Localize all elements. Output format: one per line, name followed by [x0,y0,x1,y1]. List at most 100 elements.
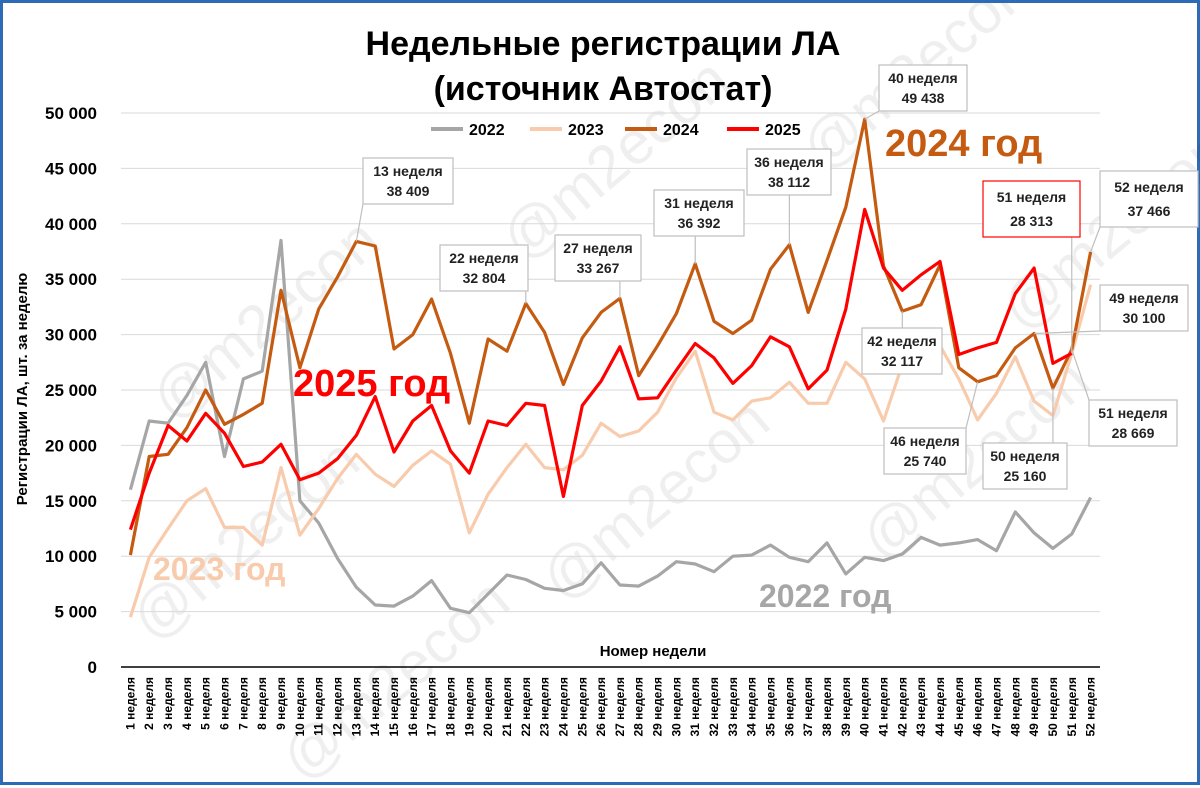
callouts: 13 неделя 38 409 22 неделя 32 804 27 неделя 3… [355,64,1199,490]
chart-title-line1: Недельные регистрации ЛА [366,25,841,63]
callout-text: 49 неделя [1109,290,1178,306]
x-tick-label: 13 неделя [349,677,363,737]
callout-box [439,244,529,292]
legend-label: 2023 [568,122,604,139]
x-tick-label: 30 неделя [669,677,683,737]
x-tick-label: 5 неделя [199,677,213,730]
callout-text: 32 117 [881,353,923,369]
callout-text: 46 неделя [890,433,959,449]
x-tick-label: 37 неделя [801,677,815,737]
callout-box [653,189,745,237]
big-label-2022: 2022 год [759,578,891,614]
callout-leader [864,110,880,120]
callout-text: 25 740 [904,453,947,469]
x-tick-label: 14 неделя [368,677,382,737]
x-tick-label: 3 неделя [161,677,175,730]
legend-item-2024: 2024 [625,122,699,139]
callout: 50 неделя 25 160 [982,388,1068,490]
callout-text: 40 неделя [888,70,957,86]
x-tick-label: 12 неделя [331,677,345,737]
y-tick-label: 45 000 [45,159,97,178]
callout-box [362,157,454,205]
x-tick-label: 16 неделя [406,677,420,737]
x-tick-label: 40 неделя [858,677,872,737]
x-tick-label: 15 неделя [387,677,401,737]
callout-text: 52 неделя [1114,179,1183,195]
x-tick-label: 24 неделя [556,677,570,737]
legend-item-2022: 2022 [431,122,505,139]
callout-text: 38 112 [768,174,810,190]
x-axis-label: Номер недели [600,643,707,660]
callout-box [746,148,832,196]
callout: 42 неделя 32 117 [861,311,943,375]
x-tick-label: 10 неделя [293,677,307,737]
x-tick-label: 52 неделя [1084,677,1098,737]
y-tick-label: 0 [88,658,97,677]
callout: 46 неделя 25 740 [883,381,979,475]
y-tick-label: 50 000 [45,104,97,123]
x-tick-label: 35 неделя [764,677,778,737]
callout-text: 49 438 [902,90,945,106]
x-tick-label: 20 неделя [481,677,495,737]
x-tick-label: 28 неделя [632,677,646,737]
callout-text: 22 неделя [449,250,518,266]
x-tick-label: 2 неделя [142,677,156,730]
series-line-2022 [128,238,1093,615]
y-tick-label: 40 000 [45,215,97,234]
x-tick-label: 46 неделя [971,677,985,737]
legend-label: 2024 [663,122,699,139]
x-tick-label: 18 неделя [443,677,457,737]
callout-text: 27 неделя [563,240,632,256]
y-axis-label: Регистрации ЛА, шт. за неделю [14,273,31,506]
x-tick-labels: 1 неделя 2 неделя 3 неделя 4 неделя 5 неделя… [123,677,1097,737]
callout: 22 неделя 32 804 [439,244,529,304]
x-tick-label: 39 неделя [839,677,853,737]
callout-leader [355,203,364,242]
x-tick-label: 17 неделя [425,677,439,737]
x-tick-label: 29 неделя [651,677,665,737]
legend-item-2023: 2023 [530,122,604,139]
x-tick-label: 49 неделя [1027,677,1041,737]
y-tick-label: 20 000 [45,436,97,455]
x-tick-label: 41 неделя [876,677,890,737]
x-tick-label: 48 неделя [1008,677,1022,737]
y-tick-label: 15 000 [45,492,97,511]
callout-text: 51 неделя [1098,405,1167,421]
callout-leader [965,381,979,429]
callout: 49 неделя 30 100 [1034,284,1189,335]
callout-box [982,180,1081,238]
x-tick-label: 1 неделя [123,677,137,730]
x-tick-label: 50 неделя [1046,677,1060,737]
big-label-2025: 2025 год [293,363,450,405]
callout: 27 неделя 33 267 [554,234,642,299]
callout-box [1088,399,1178,447]
x-tick-label: 25 неделя [575,677,589,737]
callout: 13 неделя 38 409 [355,157,454,242]
chart: @m2econ@m2econ@m2econ @m2econ @m2econ@m2ec… [14,3,1200,788]
x-tick-label: 27 неделя [613,677,627,737]
x-tick-label: 22 неделя [519,677,533,737]
callout-text: 31 неделя [664,195,733,211]
x-tick-label: 36 неделя [782,677,796,737]
callout: 40 неделя 49 438 [864,64,968,120]
x-tick-label: 47 неделя [989,677,1003,737]
callout-text: 25 160 [1004,468,1047,484]
y-tick-label: 35 000 [45,270,97,289]
y-tick-label: 25 000 [45,381,97,400]
x-tick-label: 4 неделя [180,677,194,730]
legend-item-2025: 2025 [727,122,801,139]
x-tick-label: 44 неделя [933,677,947,737]
legend-label: 2025 [765,122,801,139]
x-tick-label: 45 неделя [952,677,966,737]
callout: 51 неделя 28 313 [982,180,1081,354]
x-tick-label: 26 неделя [594,677,608,737]
series-line-2024 [128,117,1093,556]
series-big-labels: 2022 год 2023 год 2024 год 2025 год [153,123,1042,614]
callout-text: 37 466 [1128,203,1171,219]
x-tick-label: 38 неделя [820,677,834,737]
callout-text: 51 неделя [997,189,1066,205]
x-tick-label: 34 неделя [745,677,759,737]
x-tick-label: 43 неделя [914,677,928,737]
x-tick-label: 7 неделя [236,677,250,730]
